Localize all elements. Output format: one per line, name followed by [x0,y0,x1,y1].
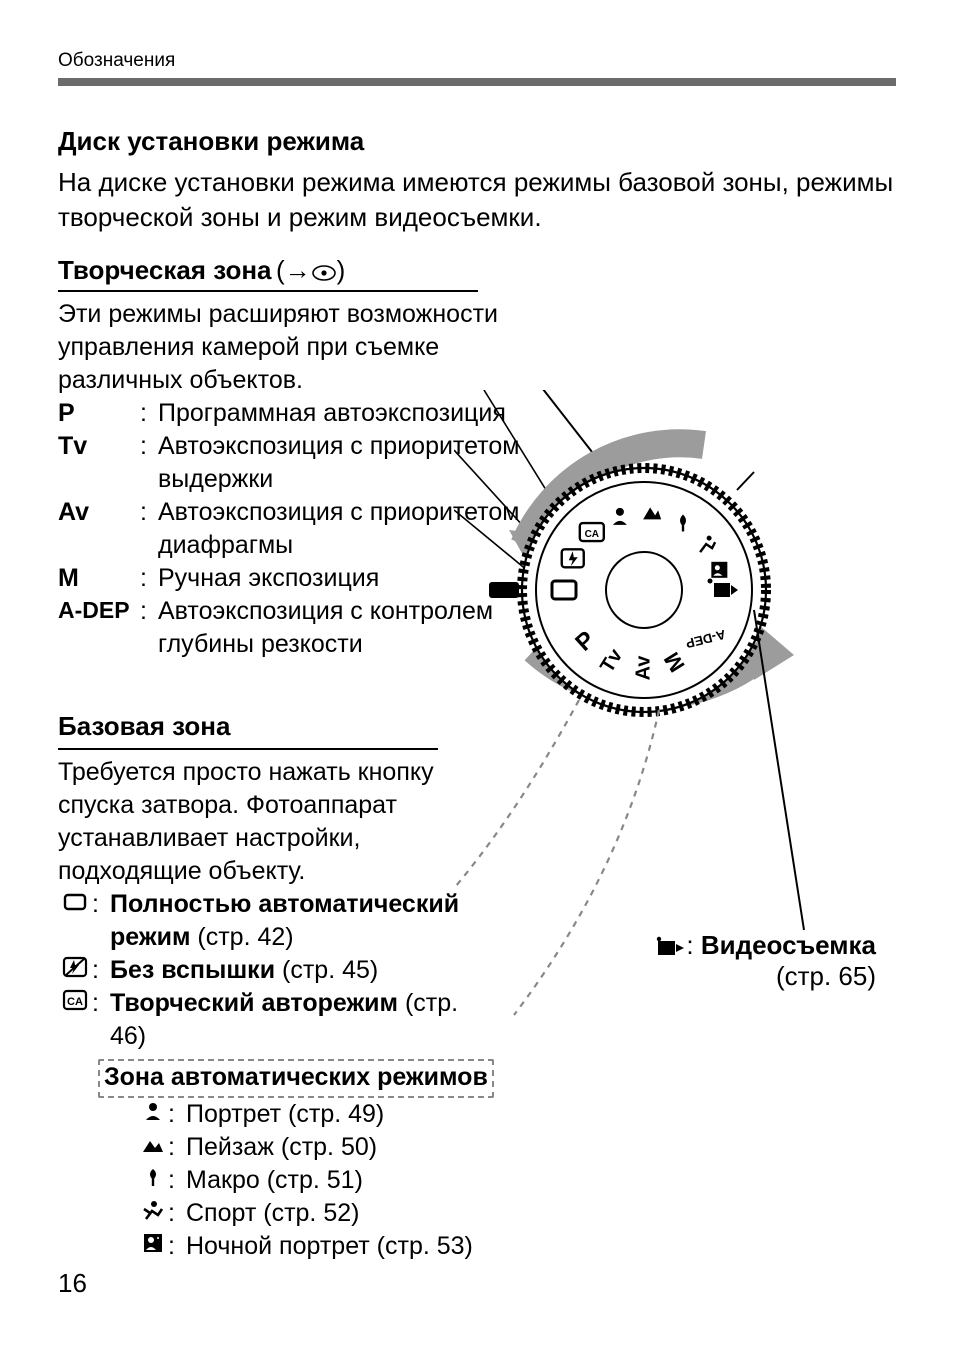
auto-zone-dashed-box: Зона автоматических режимов [98,1059,494,1098]
mode-row: P : Программная автоэкспозиция [58,397,528,430]
basic-item-desc: Творческий авторежим (стр. 46) [110,987,498,1053]
auto-item: : Макро (стр. 51) [138,1164,498,1197]
creative-desc: Эти режимы расширяют возможности управле… [58,298,528,397]
basic-row: : Без вспышки (стр. 45) [58,954,498,987]
auto-item: : Ночной портрет (стр. 53) [138,1230,498,1263]
mode-desc: Программная автоэкспозиция [158,397,528,430]
basic-zone-block: Базовая зона Требуется просто нажать кно… [58,709,498,1263]
basic-row: CA : Творческий авторежим (стр. 46) [58,987,498,1053]
basic-heading: Базовая зона [58,711,230,741]
creative-heading: Творческая зона [58,255,272,285]
mode-desc: Автоэкспозиция с контролем глубины резко… [158,595,528,661]
basic-desc: Требуется просто нажать кнопку спуска за… [58,756,498,888]
mode-desc: Автоэкспозиция с приоритетом диафрагмы [158,496,528,562]
mode-row: M : Ручная экспозиция [58,562,528,595]
portrait-icon [138,1098,168,1131]
creative-arrow-suffix: (→) [276,255,345,285]
basic-item-desc: Без вспышки (стр. 45) [110,954,498,987]
svg-text:CA: CA [67,996,83,1008]
intro-paragraph: На диске установки режима имеются режимы… [58,165,896,235]
no-flash-icon [58,954,92,987]
video-label-text: Видеосъемка [701,930,876,960]
auto-item: : Портрет (стр. 49) [138,1098,498,1131]
basic-rule [58,748,438,750]
macro-icon [138,1164,168,1197]
creative-auto-icon: CA [58,987,92,1020]
sports-icon [138,1197,168,1230]
video-label: : Видеосъемка (стр. 65) [656,930,876,992]
full-auto-icon [58,888,92,921]
auto-zone-block: Зона автоматических режимов : Портрет (с… [98,1059,498,1263]
mode-symbol-m: M [58,562,140,595]
video-icon [656,936,686,958]
basic-row: : Полностью автоматический режим (стр. 4… [58,888,498,954]
auto-item-text: Ночной портрет (стр. 53) [186,1230,473,1263]
mode-row: Tv : Автоэкспозиция с приоритетом выдерж… [58,430,528,496]
mode-desc: Автоэкспозиция с приоритетом выдержки [158,430,528,496]
creative-zone-block: Творческая зона (→) Эти режимы расширяют… [58,255,896,661]
video-page-ref: (стр. 65) [776,961,876,991]
mode-symbol-av: Av [58,496,140,529]
header-rule [58,78,896,86]
mode-row: Av : Автоэкспозиция с приоритетом диафра… [58,496,528,562]
auto-item-text: Пейзаж (стр. 50) [186,1131,377,1164]
running-head: Обозначения [58,50,896,72]
mode-symbol-adep: A-DEP [58,595,140,625]
section-title: Диск установки режима [58,126,896,157]
mode-row: A-DEP : Автоэкспозиция с контролем глуби… [58,595,528,661]
auto-zone-heading: Зона автоматических режимов [104,1063,488,1091]
page-number: 16 [58,1268,87,1299]
landscape-icon [138,1131,168,1164]
night-portrait-icon [138,1230,168,1263]
auto-item: : Спорт (стр. 52) [138,1197,498,1230]
dial-glyph-icon [311,264,337,282]
auto-item-text: Макро (стр. 51) [186,1164,363,1197]
auto-item-text: Спорт (стр. 52) [186,1197,359,1230]
page: Обозначения Диск установки режима На дис… [0,0,954,1345]
creative-rule [58,290,478,292]
auto-item: : Пейзаж (стр. 50) [138,1131,498,1164]
basic-item-desc: Полностью автоматический режим (стр. 42) [110,888,498,954]
mode-symbol-tv: Tv [58,430,140,463]
mode-symbol-p: P [58,397,140,430]
auto-item-text: Портрет (стр. 49) [186,1098,384,1131]
mode-desc: Ручная экспозиция [158,562,528,595]
